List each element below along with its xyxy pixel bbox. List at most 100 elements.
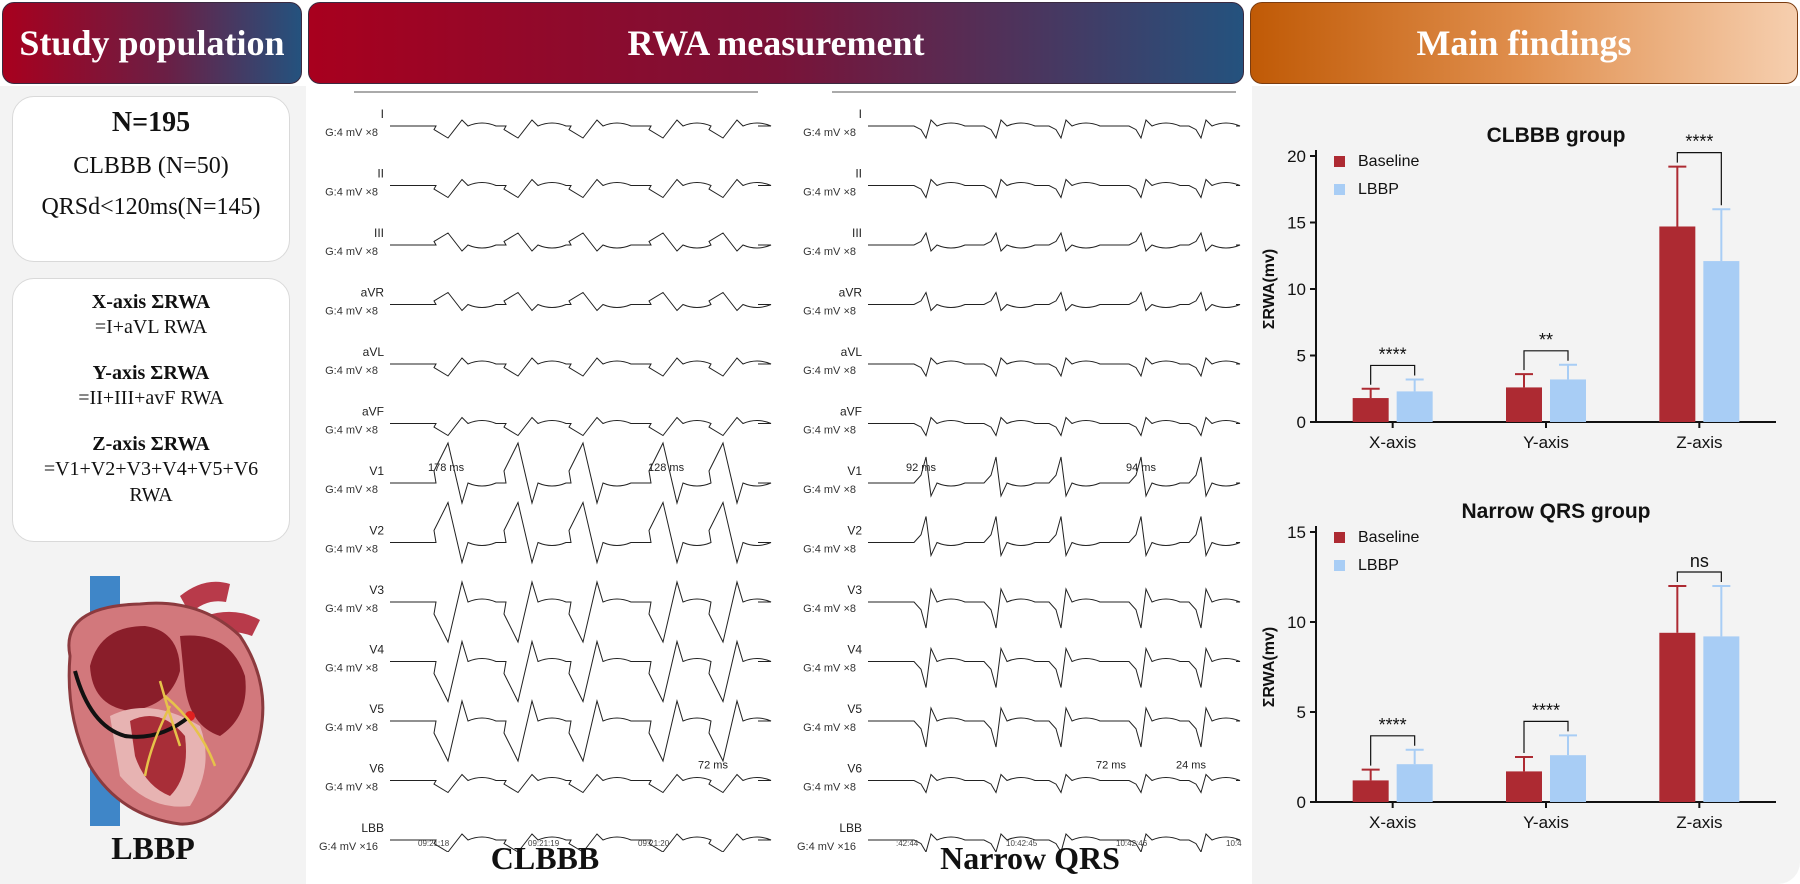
ecg-timestamp: 09:21:18 [418,839,450,848]
ecg-gain-label: G:4 mV ×8 [325,603,378,615]
ecg-lead-lbb: LBB G:4 mV ×16 [319,821,772,852]
y-tick-label: 5 [1297,347,1306,366]
chart-title: CLBBB group [1487,124,1626,147]
ecg-lead-avl: aVL G:4 mV ×8 [325,345,772,377]
ecg-lead-label: V3 [847,583,862,597]
lbbp-label: LBBP [111,830,195,866]
ecg-lead-lbb: LBB G:4 mV ×16 [797,821,1241,852]
ecg-gain-label: G:4 mV ×8 [803,663,856,675]
main-findings-banner: Main findings [1250,2,1798,84]
ecg-lead-label: I [859,107,862,121]
axis-definitions-card: X-axis ΣRWA =I+aVL RWA Y-axis ΣRWA =II+I… [12,278,290,542]
ecg-trace [390,357,772,377]
ecg-gain-label: G:4 mV ×8 [325,246,378,258]
ecg-trace [868,587,1241,629]
ecg-trace [390,232,772,252]
ecg-lead-ii: II G:4 mV ×8 [803,167,1241,199]
ecg-lead-v4: V4 G:4 mV ×8 [803,643,1241,688]
population-total: N=195 [111,107,191,138]
ecg-gain-label: G:4 mV ×8 [803,544,856,556]
ecg-trace [390,119,772,139]
ecg-lead-label: aVR [361,286,385,300]
ecg-lead-avr: aVR G:4 mV ×8 [325,286,772,318]
ecg-gain-label: G:4 mV ×8 [325,484,378,496]
y-axis-title: Y-axis ΣRWA [92,362,210,384]
ecg-lead-v1: V1 G:4 mV ×8 [803,456,1241,498]
ecg-gain-label: G:4 mV ×8 [803,127,856,139]
ecg-lead-label: LBB [839,821,862,835]
ecg-trace [390,580,772,644]
ecg-timestamp: 09:21:20 [638,839,670,848]
significance-bracket [1676,571,1722,582]
ecg-timestamp: :42:44 [896,839,919,848]
y-tick-label: 15 [1287,214,1306,233]
ecg-lead-label: V5 [369,702,384,716]
ecg-gain-label: G:4 mV ×8 [803,782,856,794]
z-axis-title: Z-axis ΣRWA [92,433,210,455]
ecg-gain-label: G:4 mV ×8 [325,782,378,794]
ecg-gain-label: G:4 mV ×8 [325,663,378,675]
ecg-trace [868,231,1241,252]
ecg-lead-label: V1 [369,464,384,478]
ecg-lead-v4: V4 G:4 mV ×8 [325,639,772,703]
ecg-gain-label: G:4 mV ×8 [803,722,856,734]
ecg-trace [868,119,1241,140]
y-tick-label: 0 [1297,413,1306,432]
bar-lbbp-y-axis [1550,755,1586,802]
ecg-trace [390,416,772,437]
ecg-measurement-label: 72 ms [1096,760,1126,772]
ecg-gain-label: G:4 mV ×16 [319,841,378,852]
ecg-trace [868,516,1241,558]
ecg-trace [868,456,1241,498]
ecg-lead-label: I [381,107,384,121]
legend-swatch-baseline [1334,532,1345,543]
significance-label: ** [1539,330,1553,350]
legend-label-lbbp: LBBP [1358,557,1399,574]
ecg-trace [390,833,772,852]
ecg-gain-label: G:4 mV ×8 [325,722,378,734]
clbbb-group-chart: CLBBB group 0 5 10 15 20 ΣRWA(mv) X-axis **** Y-a… [1261,124,1776,452]
ecg-measurement-label: 92 ms [906,462,936,474]
x-tick-label: Z-axis [1676,813,1722,832]
ecg-lead-i: IG:4 mV ×8 [325,107,772,139]
ecg-lead-label: V2 [369,524,384,538]
ecg-trace [868,646,1241,688]
heart-illustration [67,576,265,826]
significance-bracket [1523,720,1569,753]
ecg-trace [390,639,772,703]
x-tick-label: Y-axis [1523,433,1569,452]
ecg-gain-label: G:4 mV ×8 [325,544,378,556]
ecg-gain-label: G:4 mV ×8 [325,365,378,377]
x-tick-label: X-axis [1369,433,1416,452]
ecg-lead-label: aVR [839,286,863,300]
legend-swatch-baseline [1334,156,1345,167]
ecg-trace [868,833,1241,852]
ecg-gain-label: G:4 mV ×8 [325,306,378,318]
ecg-trace [868,773,1241,794]
ecg-lead-label: V6 [369,762,384,776]
ecg-trace [868,291,1241,312]
ecg-measurement-label: 72 ms [698,760,728,772]
significance-bracket [1523,350,1569,371]
y-axis-label: ΣRWA(mv) [1261,249,1278,329]
ecg-lead-label: V4 [369,643,384,657]
ecg-gain-label: G:4 mV ×8 [803,246,856,258]
ecg-gain-label: G:4 mV ×8 [803,187,856,199]
ecg-gain-label: G:4 mV ×8 [325,425,378,437]
ecg-gain-label: G:4 mV ×8 [803,603,856,615]
ecg-trace [390,291,772,312]
ecg-lead-label: III [374,226,384,240]
ecg-trace [868,357,1241,378]
y-axis-label: ΣRWA(mv) [1261,627,1278,707]
y-tick-label: 20 [1287,147,1306,166]
bar-baseline-x-axis [1352,780,1389,802]
ecg-lead-label: aVF [840,405,862,419]
ecg-lead-v5: V5 G:4 mV ×8 [803,702,1241,748]
bar-baseline-y-axis [1506,771,1542,802]
ecg-lead-ii: II G:4 mV ×8 [325,167,772,199]
ecg-lead-avf: aVF G:4 mV ×8 [803,405,1241,437]
clbbb-label: CLBBB [490,840,600,876]
rwa-measurement-banner: RWA measurement [308,2,1244,84]
x-tick-label: Y-axis [1523,813,1569,832]
